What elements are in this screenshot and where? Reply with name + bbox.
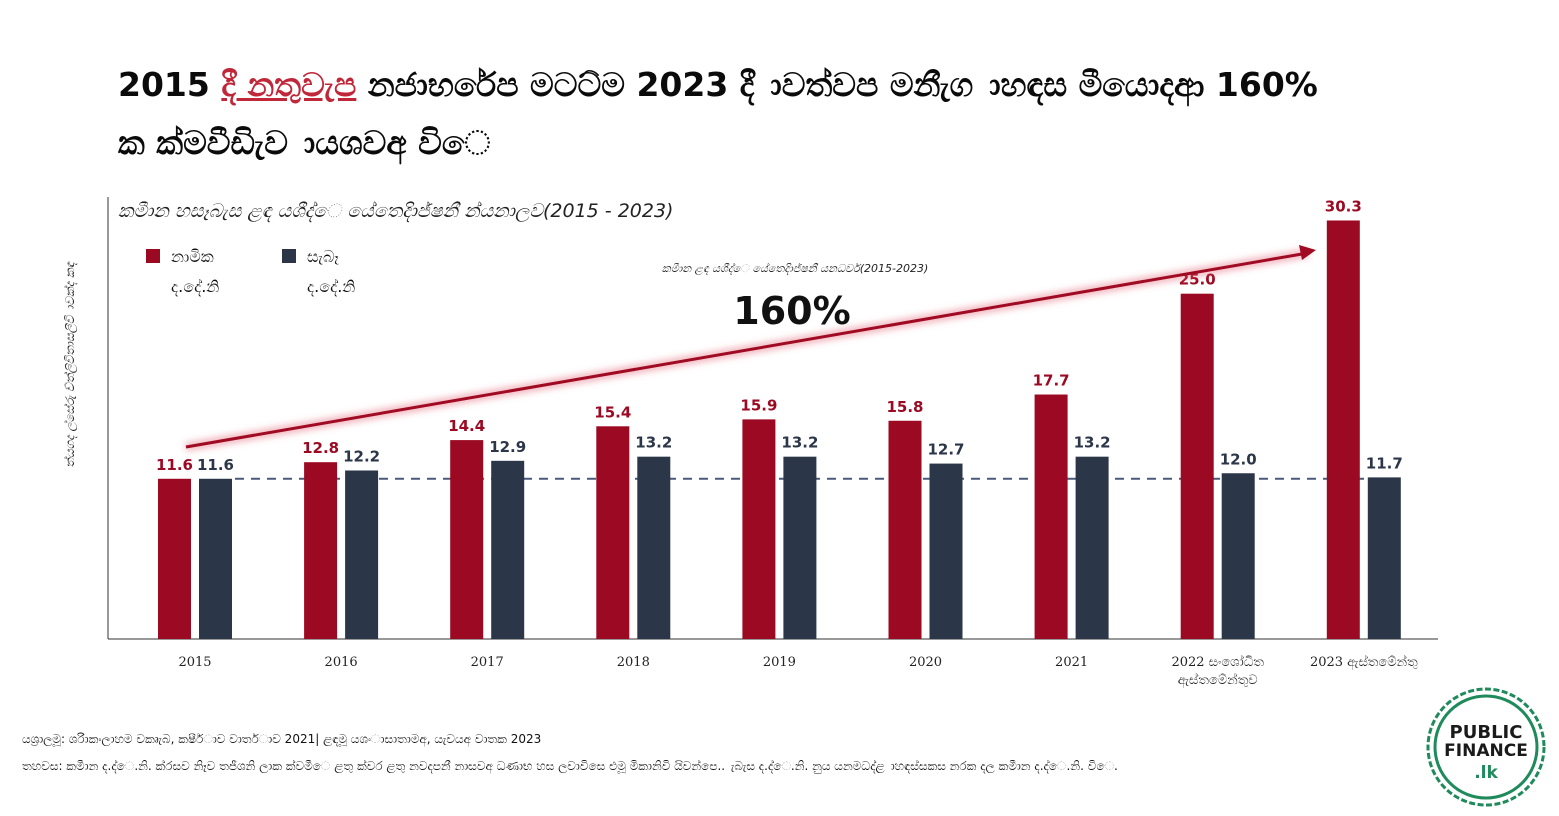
data-label-real: 11.7: [1366, 454, 1403, 472]
data-label-real: 12.9: [489, 438, 526, 456]
bar-real: [345, 470, 379, 639]
data-label-nominal: 17.7: [1033, 372, 1070, 390]
bar-real: [491, 460, 525, 639]
data-label-nominal: 14.4: [448, 417, 485, 435]
bar-nominal: [888, 420, 922, 639]
trend-arrow-head: [1299, 245, 1316, 260]
chart-title: කමීාන හසෑබැස ළඳ යශීද්ෙ යේතෙදිාජ්ෂනී න්යන…: [118, 200, 674, 222]
bar-nominal: [1180, 293, 1214, 639]
data-label-real: 12.2: [343, 447, 380, 465]
annotation-value: 160%: [733, 289, 850, 333]
bar-real: [199, 478, 232, 639]
bar-nominal: [450, 440, 484, 639]
data-label-nominal: 15.9: [740, 396, 777, 414]
title-highlight: දී නතුවැප: [221, 65, 357, 104]
legend-swatch: [282, 249, 296, 263]
data-label-real: 12.7: [927, 441, 964, 459]
data-label-real: 12.0: [1220, 450, 1257, 468]
footnote: තහවස: කමීාන ද.ද්ෙ.නි. ක්රසව නිෑව තජීශනි …: [22, 759, 1118, 773]
bar-nominal: [1326, 220, 1360, 639]
data-label-nominal: 11.6: [156, 456, 193, 474]
title-line2: ක ක්මවීඩිැව ායශවඅ විෙ: [118, 123, 491, 162]
source-note: යශ්‍රාලමූ: ශරිාකංලාහම වකෘැබ, කෂීර්ාව වාත…: [22, 732, 542, 746]
data-label-real: 13.2: [781, 434, 818, 452]
x-tick-label: 2023 ඇස්තමේන්තු: [1310, 654, 1418, 670]
legend-label-sub: ද.දේ.නි: [307, 277, 355, 296]
bar-nominal: [304, 462, 338, 639]
legend-label-sub: ද.දේ.නි: [171, 277, 219, 296]
x-tick-label: 2021: [1055, 655, 1088, 670]
bar-real: [1367, 477, 1401, 639]
logo-line2: FINANCE: [1444, 741, 1528, 761]
bar-real: [783, 456, 817, 639]
data-label-real: 13.2: [635, 434, 672, 452]
bar-nominal: [742, 419, 776, 639]
data-label-real: 11.6: [197, 456, 234, 474]
title-part2: නජාභරේප මටට්ම 2023 දී ාවත්වප මනීැග ාහඳස …: [356, 65, 1318, 104]
bar-real: [1075, 456, 1109, 639]
trend-arrow-line: [185, 252, 1303, 449]
bar-nominal: [158, 478, 191, 639]
annotation-label: කමීාන ළඳ යශීද්ෙ යේතෙදිාජ්ෂනී යනධර්ව(2015…: [662, 262, 928, 276]
legend-swatch: [146, 249, 160, 263]
logo-line1: PUBLIC: [1450, 722, 1523, 743]
legend-label: නාමික: [171, 247, 214, 266]
bar-real: [929, 463, 963, 639]
data-label-nominal: 15.8: [886, 398, 923, 416]
bar-real: [1221, 473, 1255, 639]
x-tick-label: 2016: [325, 655, 358, 670]
data-label-nominal: 15.4: [594, 403, 631, 421]
title-part1: 2015: [118, 65, 222, 104]
x-tick-label: 2017: [471, 655, 504, 670]
x-tick-label: 2018: [617, 655, 650, 670]
data-label-nominal: 12.8: [302, 439, 339, 457]
public-finance-logo: PUBLIC FINANCE .lk: [1426, 687, 1546, 807]
data-label-real: 13.2: [1074, 434, 1111, 452]
x-tick-label: 2019: [763, 655, 796, 670]
x-tick-label: 2020: [909, 655, 942, 670]
bar-real: [637, 456, 671, 639]
x-tick-label: 2022 සංශෝධිත ඇස්තමේන්තුව: [1171, 654, 1264, 688]
logo-line3: .lk: [1474, 763, 1498, 783]
bar-nominal: [596, 426, 630, 639]
bar-nominal: [1034, 394, 1068, 639]
x-tick-label: 2015: [178, 655, 211, 670]
page-title: 2015 දී නතුවැප නජාභරේප මටට්ම 2023 දී ාවත…: [118, 56, 1448, 172]
legend-label: සැබෑ: [307, 247, 339, 266]
data-label-nominal: 30.3: [1325, 197, 1362, 215]
